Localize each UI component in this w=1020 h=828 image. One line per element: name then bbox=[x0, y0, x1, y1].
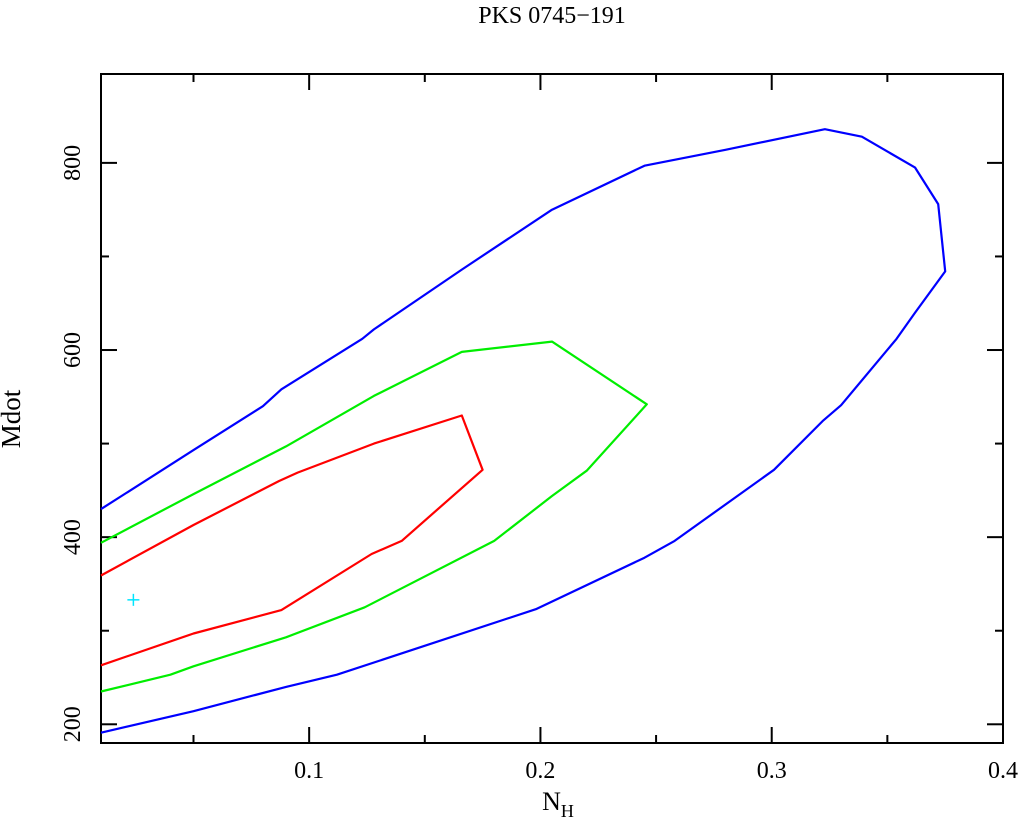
chart-title: PKS 0745−191 bbox=[478, 3, 626, 29]
contour-line-3 bbox=[100, 414, 484, 667]
x-axis-label-subscript: H bbox=[561, 801, 574, 821]
y-axis-label: Mdot bbox=[0, 389, 26, 448]
y-tick-label: 400 bbox=[60, 519, 86, 555]
plot-frame bbox=[100, 73, 1004, 744]
contour-line-1 bbox=[100, 128, 947, 734]
x-tick-label: 0.3 bbox=[757, 758, 787, 784]
contour-line-2 bbox=[100, 340, 648, 693]
x-axis-label: NH bbox=[542, 787, 574, 821]
x-axis-label-main: N bbox=[542, 787, 561, 816]
y-tick-label: 600 bbox=[60, 332, 86, 368]
x-tick-label: 0.2 bbox=[525, 758, 555, 784]
y-tick-label: 800 bbox=[60, 145, 86, 181]
y-tick-label: 200 bbox=[60, 706, 86, 742]
x-tick-label: 0.1 bbox=[294, 758, 324, 784]
contour-series-group bbox=[100, 128, 947, 734]
x-tick-label: 0.4 bbox=[988, 758, 1018, 784]
axis-ticks: 0.1 0.2 0.3 0.4 200 400 600 800 bbox=[60, 74, 1018, 784]
best-fit-marker bbox=[127, 593, 140, 606]
